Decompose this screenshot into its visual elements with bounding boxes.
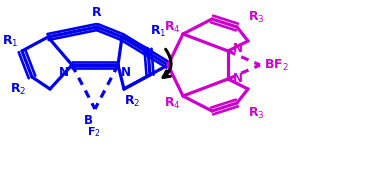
Text: F$_2$: F$_2$ [87, 125, 101, 139]
Text: R$_1$: R$_1$ [2, 33, 18, 49]
Text: R: R [92, 6, 102, 19]
Text: N: N [121, 67, 131, 80]
Text: R$_4$: R$_4$ [164, 95, 180, 111]
Text: N: N [59, 67, 69, 80]
Text: B: B [83, 115, 92, 128]
Text: R$_4$: R$_4$ [164, 19, 180, 35]
Text: R$_1$: R$_1$ [150, 23, 166, 39]
Text: R$_2$: R$_2$ [124, 93, 140, 108]
Text: R$_2$: R$_2$ [10, 81, 26, 97]
Text: N: N [233, 73, 243, 85]
Text: R$_3$: R$_3$ [248, 9, 264, 25]
Text: R$_3$: R$_3$ [248, 105, 264, 121]
Text: N: N [233, 43, 243, 56]
Text: BF$_2$: BF$_2$ [264, 57, 288, 73]
